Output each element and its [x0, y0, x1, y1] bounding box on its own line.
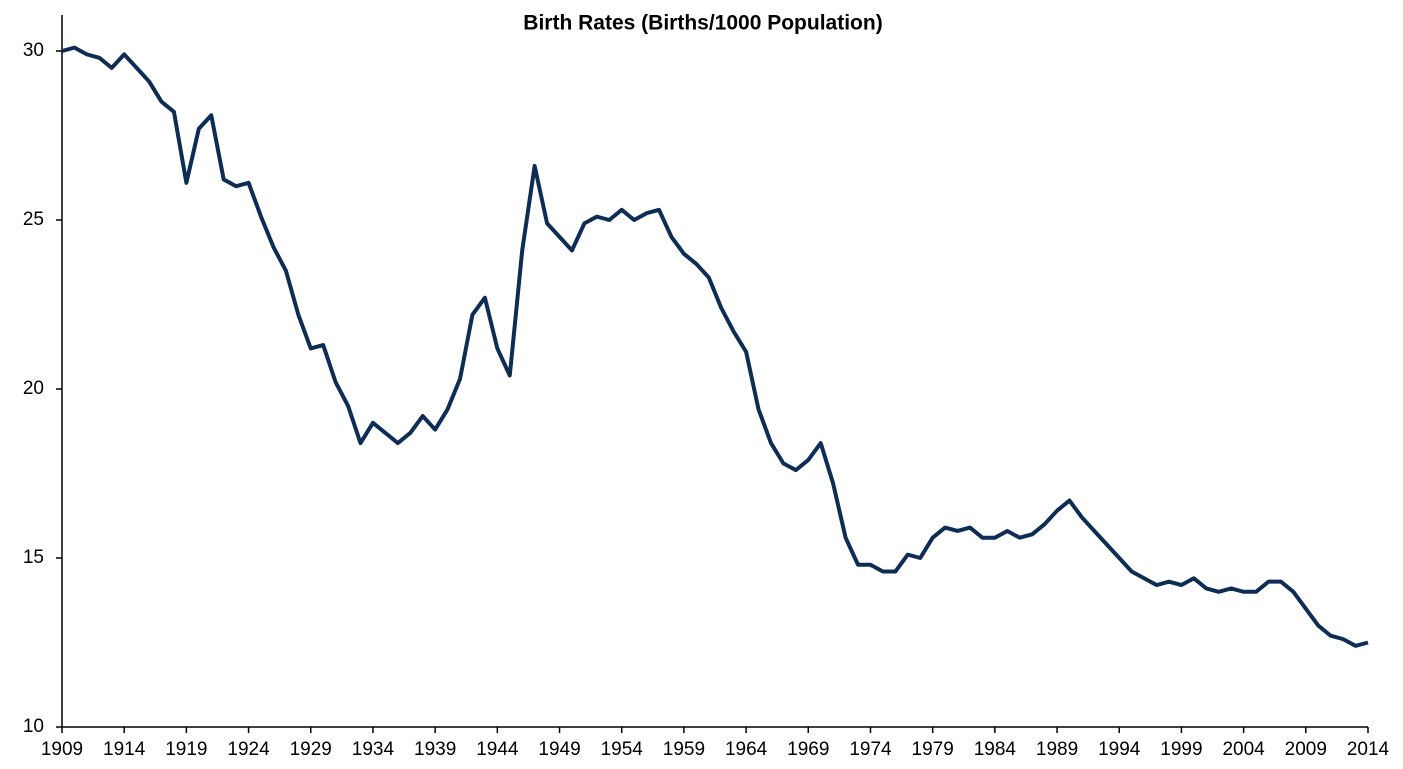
x-tick-label: 1964 [725, 739, 768, 760]
x-tick-label: 1994 [1098, 739, 1141, 760]
x-tick-label: 1959 [663, 739, 705, 760]
x-tick-label: 1929 [290, 739, 332, 760]
x-tick-label: 1984 [974, 739, 1017, 760]
y-tick-label: 25 [23, 209, 44, 230]
x-tick-label: 1954 [601, 739, 644, 760]
data-line [61, 45, 1369, 648]
y-tick-label: 20 [23, 378, 44, 399]
x-tick-label: 2014 [1347, 739, 1390, 760]
x-tick-label: 1979 [912, 739, 954, 760]
x-tick-label: 1944 [476, 739, 519, 760]
x-tick-label: 1999 [1160, 739, 1202, 760]
x-tick-label: 1919 [165, 739, 207, 760]
x-tick-label: 1924 [227, 739, 270, 760]
x-tick-label: 2009 [1285, 739, 1327, 760]
y-tick-label: 15 [23, 547, 44, 568]
x-tick-label: 1939 [414, 739, 456, 760]
chart-title: Birth Rates (Births/1000 Population) [523, 12, 882, 35]
x-tick-label: 1949 [538, 739, 580, 760]
x-tick-label: 1974 [849, 739, 892, 760]
x-tick-label: 1914 [103, 739, 146, 760]
x-tick-label: 1934 [352, 739, 395, 760]
x-tick-label: 1969 [787, 739, 829, 760]
x-tick-label: 1909 [41, 739, 83, 760]
x-tick-label: 2004 [1222, 739, 1265, 760]
x-tick-label: 1989 [1036, 739, 1078, 760]
y-tick-label: 10 [23, 716, 44, 737]
y-tick-label: 30 [23, 40, 44, 61]
